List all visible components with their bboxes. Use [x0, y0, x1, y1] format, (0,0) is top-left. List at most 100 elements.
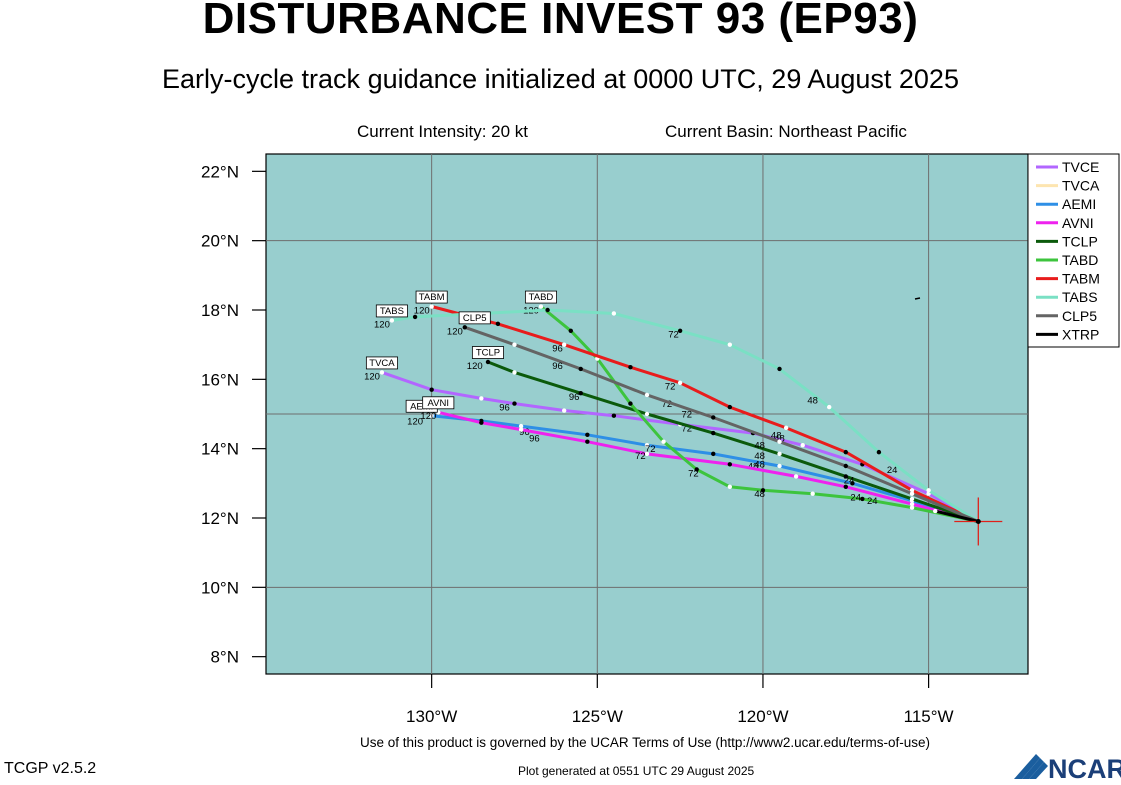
axis-ticks: 130°W 125°W 120°W 115°W 8°N 10°N 12°N 14°N 16°N 1… [201, 162, 954, 726]
ncar-logo-icon: NCAR [1014, 754, 1121, 784]
track-point [578, 391, 583, 396]
y-tick-label: 14°N [201, 440, 239, 459]
track-end-label: CLP5 [458, 311, 491, 325]
track-point [909, 496, 915, 502]
track-point [876, 449, 882, 455]
track-point [843, 484, 848, 489]
track-point [760, 488, 766, 493]
track-point [379, 370, 385, 375]
track-point [644, 411, 650, 417]
track-point [644, 392, 650, 398]
track-end-label-text: TVCA [369, 358, 395, 369]
track-point [909, 488, 915, 493]
legend-label: CLP5 [1062, 308, 1097, 324]
forecast-hour-label: 96 [552, 344, 563, 355]
forecast-hour-label: 48 [774, 434, 785, 445]
track-end-label-box [415, 290, 448, 304]
forecast-hour-label: 48 [748, 461, 759, 472]
forecast-hour-label: 120 [414, 305, 430, 316]
track-point [661, 439, 666, 444]
track-point [843, 449, 848, 455]
x-tick-label: 125°W [572, 707, 623, 726]
forecast-hour-label: 72 [635, 451, 646, 462]
track-point [644, 451, 650, 457]
track-point [827, 404, 832, 410]
track-point [512, 370, 517, 375]
forecast-hour-label: 24 [844, 475, 855, 486]
grid-lines [266, 154, 1028, 674]
current-basin: Current Basin: Northeast Pacific [665, 122, 907, 141]
track-point [860, 496, 865, 502]
legend-item-xtrp: XTRP [1036, 326, 1099, 342]
forecast-hour-label: 120 [420, 411, 436, 422]
legend-label: TABM [1062, 271, 1100, 287]
track-end-label-box [524, 290, 557, 304]
forecast-hour-label: 48 [754, 460, 765, 471]
track-point [793, 474, 799, 479]
track-point [628, 365, 633, 370]
forecast-hour-label: 120 [407, 416, 423, 427]
forecast-hour-label: 96 [552, 361, 563, 372]
forecast-hour-label: 120 [447, 326, 463, 337]
forecast-hour-label: 72 [645, 444, 656, 455]
forecast-hour-label: 48 [754, 489, 765, 500]
terms-of-use: Use of this product is governed by the U… [360, 735, 930, 750]
track-point [561, 408, 567, 413]
track-point [518, 427, 524, 432]
forecast-hour-label: 120 [364, 371, 380, 382]
legend: TVCE TVCA AEMI AVNI TCLP TABD TABM TABS CLP5 XTRP [1027, 153, 1120, 348]
legend-item-tabd: TABD [1036, 252, 1098, 268]
track-point [578, 366, 583, 372]
y-tick-label: 18°N [201, 301, 239, 320]
track-point [479, 420, 484, 425]
track-line [431, 305, 979, 523]
forecast-hour-label: 48 [807, 396, 818, 407]
legend-label: AVNI [1062, 215, 1094, 231]
track-point [909, 501, 915, 507]
track-point [727, 342, 733, 347]
track-point [545, 307, 550, 313]
track-point [462, 325, 467, 330]
forecast-hour-label: 72 [681, 423, 692, 434]
forecast-hour-label: 48 [771, 430, 782, 441]
track-point [800, 443, 805, 448]
land-fleck [914, 297, 921, 300]
track-line [431, 414, 979, 523]
forecast-hour-label: 96 [519, 427, 530, 438]
forecast-hour-label: 96 [569, 392, 580, 403]
forecast-hour-label: 120 [374, 319, 390, 330]
init-dot [975, 518, 981, 524]
track-end-label-box [375, 304, 408, 318]
track-point [611, 311, 617, 316]
track-point [843, 463, 848, 469]
legend-item-tvce: TVCE [1036, 159, 1099, 175]
track-end-label-text: TABM [419, 292, 445, 303]
track-point [429, 413, 434, 418]
x-tick-label: 130°W [406, 707, 457, 726]
y-tick-label: 12°N [201, 509, 239, 528]
legend-item-tclp: TCLP [1036, 233, 1098, 249]
track-point [909, 505, 915, 510]
track-point [843, 474, 848, 479]
model-tracks: 48 72 96 120 48 72 96 120 48 72 96 120 48 72 96 120 24 48… [364, 290, 980, 523]
legend-item-tvca: TVCA [1036, 178, 1100, 194]
track-point [644, 443, 650, 448]
legend-label: XTRP [1062, 326, 1099, 342]
track-end-label: TABS [375, 304, 408, 318]
track-point [711, 430, 716, 436]
forecast-hour-label: 48 [754, 451, 765, 462]
track-tclp: 48 72 96 120 [467, 359, 979, 523]
track-point [933, 508, 938, 514]
track-point [777, 366, 782, 372]
track-point [538, 304, 544, 309]
track-point [561, 342, 567, 347]
forecast-hour-label: 72 [668, 330, 679, 341]
track-end-label-box [458, 311, 491, 325]
track-point [628, 401, 633, 406]
track-end-label: AVNI [422, 396, 455, 410]
track-point [926, 488, 931, 493]
legend-label: TVCA [1062, 178, 1100, 194]
legend-item-tabm: TABM [1036, 271, 1100, 287]
x-tick-label: 120°W [737, 707, 788, 726]
track-end-label-text: TCLP [476, 348, 500, 359]
